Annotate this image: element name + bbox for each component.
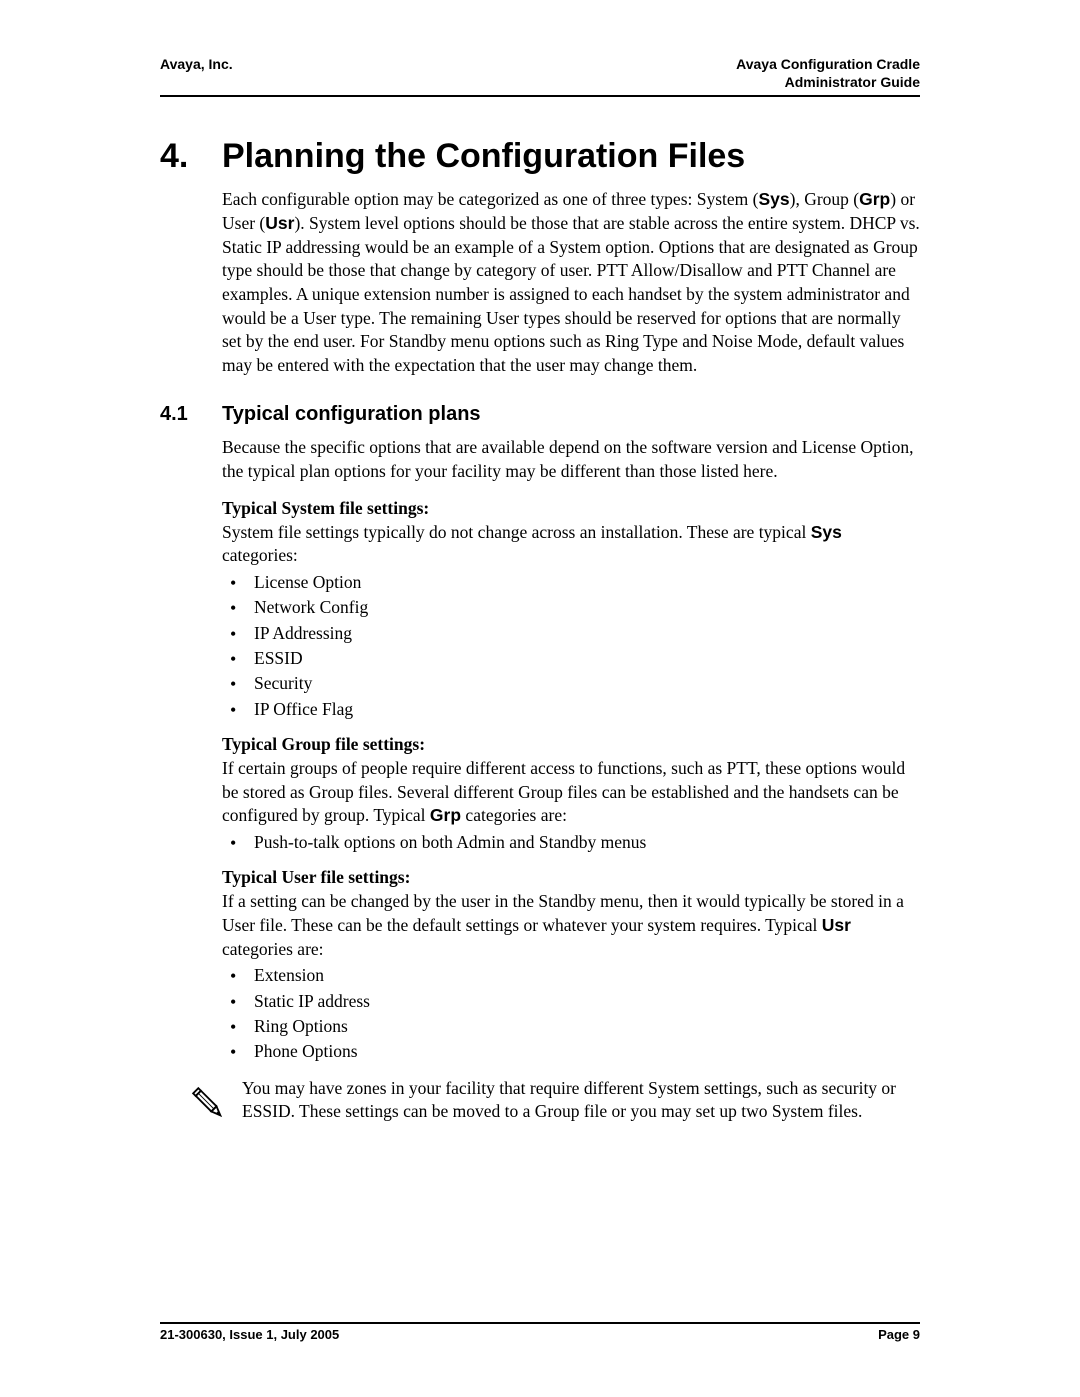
list-item: IP Office Flag	[222, 697, 920, 722]
usr-settings-text: If a setting can be changed by the user …	[222, 890, 920, 961]
pencil-icon	[188, 1077, 242, 1132]
subsection-heading: 4.1 Typical configuration plans	[160, 403, 920, 426]
note-block: You may have zones in your facility that…	[222, 1077, 920, 1132]
list-item: Phone Options	[222, 1039, 920, 1064]
header-line2: Administrator Guide	[736, 73, 920, 91]
subsection-intro: Because the specific options that are av…	[222, 436, 920, 483]
section-heading: 4. Planning the Configuration Files	[160, 137, 920, 176]
grp-settings-text: If certain groups of people require diff…	[222, 757, 920, 828]
section-title: Planning the Configuration Files	[222, 137, 745, 176]
subsection-title: Typical configuration plans	[222, 403, 481, 426]
usr-settings-list: Extension Static IP address Ring Options…	[222, 963, 920, 1065]
grp-settings-head: Typical Group file settings:	[222, 734, 920, 755]
sys-settings-text: System file settings typically do not ch…	[222, 521, 920, 568]
list-item: Static IP address	[222, 989, 920, 1014]
page-footer: 21-300630, Issue 1, July 2005 Page 9	[160, 1322, 920, 1342]
usr-settings-head: Typical User file settings:	[222, 867, 920, 888]
list-item: Security	[222, 671, 920, 696]
section-number: 4.	[160, 137, 222, 176]
footer-doc-id: 21-300630, Issue 1, July 2005	[160, 1327, 339, 1342]
list-item: IP Addressing	[222, 621, 920, 646]
note-text: You may have zones in your facility that…	[242, 1077, 920, 1124]
list-item: License Option	[222, 570, 920, 595]
footer-page-number: Page 9	[878, 1327, 920, 1342]
list-item: Ring Options	[222, 1014, 920, 1039]
header-line1: Avaya Configuration Cradle	[736, 55, 920, 73]
header-company: Avaya, Inc.	[160, 55, 233, 91]
list-item: Extension	[222, 963, 920, 988]
page-header: Avaya, Inc. Avaya Configuration Cradle A…	[160, 55, 920, 97]
grp-settings-list: Push-to-talk options on both Admin and S…	[222, 830, 920, 855]
list-item: ESSID	[222, 646, 920, 671]
list-item: Network Config	[222, 595, 920, 620]
section-intro: Each configurable option may be categori…	[222, 188, 920, 377]
header-doc-title: Avaya Configuration Cradle Administrator…	[736, 55, 920, 91]
subsection-number: 4.1	[160, 403, 222, 426]
list-item: Push-to-talk options on both Admin and S…	[222, 830, 920, 855]
sys-settings-head: Typical System file settings:	[222, 498, 920, 519]
sys-settings-list: License Option Network Config IP Address…	[222, 570, 920, 722]
